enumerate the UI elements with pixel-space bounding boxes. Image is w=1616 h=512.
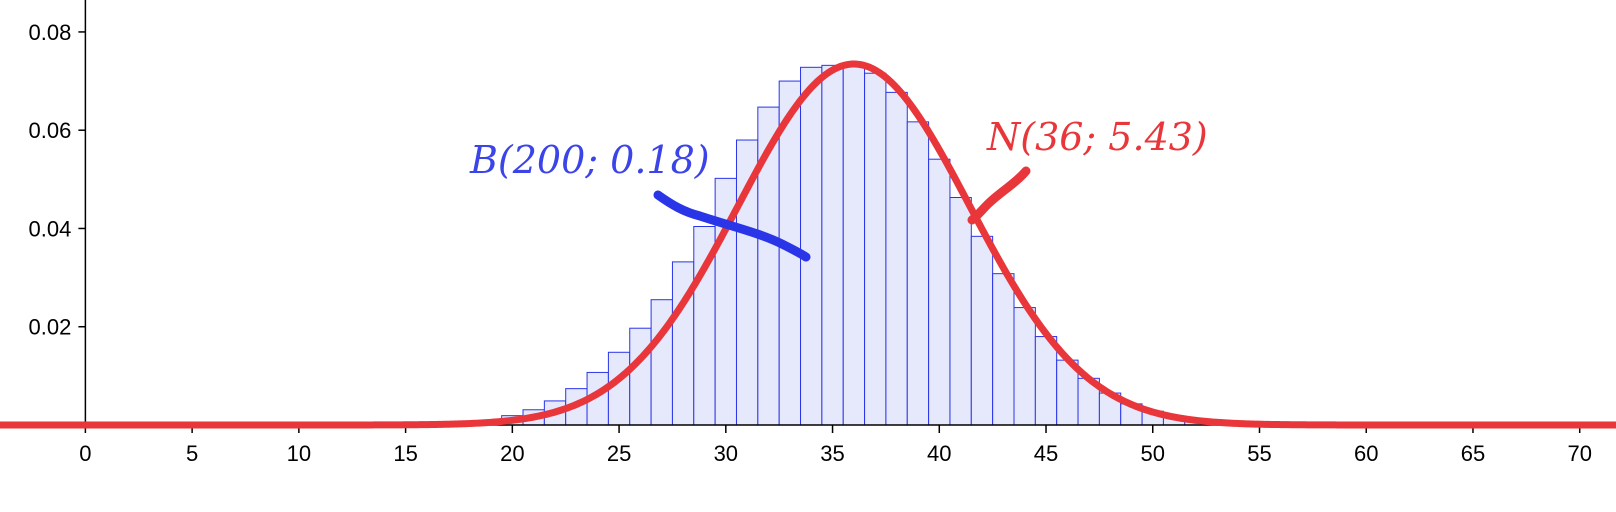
normal-curve [0, 60, 1616, 429]
histogram-bar-26 [629, 327, 652, 426]
y-tick-label: 0.02 [29, 315, 72, 340]
y-ticks: 0.02 0.04 0.06 0.08 [29, 20, 86, 340]
x-tick-label: 65 [1461, 441, 1485, 466]
binomial-label: B(200; 0.18) [469, 138, 710, 182]
histogram-bar-41 [949, 197, 972, 426]
x-tick-label: 45 [1034, 441, 1058, 466]
x-tick-label: 30 [714, 441, 738, 466]
annotation-pointers [653, 166, 1031, 262]
histogram-bar-39 [906, 121, 930, 426]
x-tick-label: 70 [1567, 441, 1591, 466]
x-tick-label: 0 [79, 441, 91, 466]
histogram-bar-35 [821, 64, 844, 426]
y-tick-label: 0.06 [29, 118, 72, 143]
x-tick-label: 40 [927, 441, 951, 466]
histogram-bar-36 [842, 64, 866, 426]
histogram-bar-34 [800, 66, 823, 426]
x-tick-label: 50 [1141, 441, 1165, 466]
histogram-bar-45 [1034, 336, 1058, 426]
normal-curve-group [0, 60, 1616, 429]
x-tick-label: 15 [393, 441, 417, 466]
histogram-bar-44 [1013, 307, 1036, 426]
x-tick-label: 35 [820, 441, 844, 466]
x-tick-label: 10 [287, 441, 311, 466]
x-tick-label: 5 [186, 441, 198, 466]
normal-label: N(36; 5.43) [986, 115, 1208, 159]
x-ticks: 0 5 10 15 20 25 30 35 40 45 50 55 60 65 70 [79, 424, 1592, 466]
histogram-bar-42 [970, 235, 994, 426]
y-tick-label: 0.04 [29, 216, 72, 241]
normal-pointer-stroke [967, 166, 1031, 225]
histogram-bar-43 [992, 273, 1015, 426]
binomial-pointer-stroke [653, 190, 811, 262]
histogram-bar-40 [928, 158, 951, 426]
x-tick-label: 55 [1247, 441, 1271, 466]
histogram-bar-38 [885, 91, 908, 426]
x-tick-label: 25 [607, 441, 631, 466]
x-tick-label: 20 [500, 441, 524, 466]
y-tick-label: 0.08 [29, 20, 72, 45]
histogram-bar-37 [864, 72, 887, 426]
x-tick-label: 60 [1354, 441, 1378, 466]
